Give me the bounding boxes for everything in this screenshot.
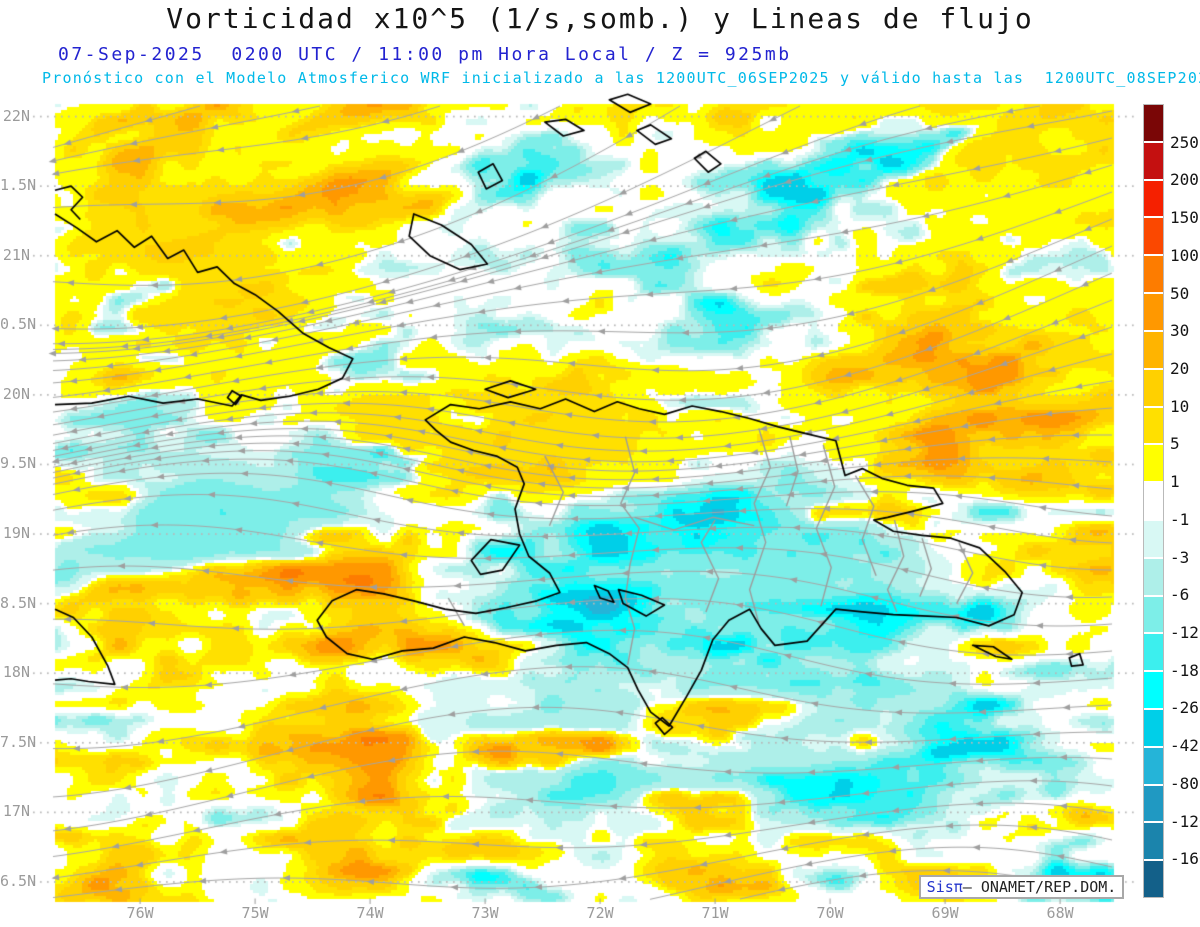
colorbar-segment — [1144, 596, 1163, 633]
datetime-line: 07-Sep-2025 0200 UTC / 11:00 pm Hora Loc… — [58, 44, 792, 65]
colorbar-segment — [1144, 218, 1163, 255]
lon-tick-label: 68W — [1046, 904, 1074, 922]
colorbar-tick-label: 10 — [1170, 396, 1190, 416]
colorbar-segment — [1144, 785, 1163, 822]
lon-tick-label: 73W — [471, 904, 499, 922]
lon-tick-label: 76W — [126, 904, 154, 922]
lon-tick-label: 70W — [816, 904, 844, 922]
colorbar-segment — [1144, 294, 1163, 330]
colorbar-tick-label: -120 — [1170, 811, 1200, 831]
colorbar-segment — [1144, 483, 1163, 519]
lat-tick-label: 22N — [2, 106, 30, 125]
colorbar-segment — [1144, 142, 1163, 179]
lat-tick-label: 21N — [2, 245, 30, 264]
forecast-model-line: Pronóstico con el Modelo Atmosferico WRF… — [42, 69, 1200, 87]
colorbar-tick-label: -160 — [1170, 849, 1200, 869]
lon-tick-label: 72W — [586, 904, 614, 922]
colorbar-tick-label: 100 — [1170, 245, 1199, 265]
attribution-text: – ONAMET/REP.DOM. — [962, 878, 1117, 896]
page-title: Vorticidad x10^5 (1/s,somb.) y Lineas de… — [166, 2, 1034, 35]
colorbar-segment — [1144, 823, 1163, 860]
colorbar-segment — [1144, 445, 1163, 482]
colorbar-segment — [1144, 180, 1163, 217]
colorbar-tick-label: -3 — [1170, 547, 1190, 567]
colorbar-tick-label: -12 — [1170, 623, 1199, 642]
lat-tick-label: 9.5N — [0, 454, 37, 473]
colorbar-tick-label: 200 — [1170, 170, 1199, 190]
colorbar-segment — [1144, 861, 1163, 898]
lat-tick-label: 6.5N — [0, 871, 37, 890]
colorbar-segment — [1144, 634, 1163, 671]
colorbar-tick-label: 20 — [1170, 359, 1190, 378]
lat-tick-label: 0.5N — [0, 315, 37, 334]
colorbar-tick-label: -1 — [1170, 509, 1190, 529]
lon-tick-label: 74W — [356, 904, 384, 922]
colorbar-tick-label: -18 — [1170, 660, 1199, 680]
attribution-brand: Sisπ — [926, 878, 963, 896]
colorbar-tick-label: -80 — [1170, 773, 1199, 793]
colorbar-tick-label: 30 — [1170, 321, 1190, 341]
colorbar-tick-label: 150 — [1170, 208, 1199, 228]
colorbar-segment — [1144, 256, 1163, 293]
lat-tick-label: 18N — [2, 663, 30, 682]
colorbar-tick-label: 5 — [1170, 434, 1180, 454]
attribution-box: Sisπ – ONAMET/REP.DOM. — [919, 875, 1124, 899]
colorbar-segment — [1144, 672, 1163, 708]
colorbar-segment — [1144, 558, 1163, 595]
lat-tick-label: 1.5N — [0, 176, 37, 195]
lat-tick-label: 8.5N — [0, 593, 37, 612]
colorbar-tick-label: 1 — [1170, 472, 1180, 492]
lon-tick-label: 75W — [241, 904, 269, 922]
colorbar-tick-label: -26 — [1170, 698, 1199, 718]
colorbar-segment — [1144, 331, 1163, 368]
colorbar-tick-label: -42 — [1170, 736, 1199, 756]
lat-tick-label: 7.5N — [0, 732, 37, 751]
colorbar-segment — [1144, 747, 1163, 784]
lat-tick-label: 17N — [2, 802, 30, 821]
colorbar-segment — [1144, 369, 1163, 406]
colorbar-segment — [1144, 407, 1163, 444]
colorbar-segment — [1144, 710, 1163, 746]
lat-tick-label: 20N — [2, 384, 30, 403]
colorbar — [1143, 104, 1164, 898]
lon-tick-label: 71W — [701, 904, 729, 922]
lon-tick-label: 69W — [931, 904, 959, 922]
colorbar-tick-label: 250 — [1170, 132, 1199, 152]
colorbar-tick-label: 50 — [1170, 283, 1190, 303]
colorbar-segment — [1144, 520, 1163, 557]
colorbar-segment — [1144, 105, 1163, 141]
colorbar-tick-label: -6 — [1170, 585, 1190, 605]
lat-tick-label: 19N — [2, 524, 30, 542]
